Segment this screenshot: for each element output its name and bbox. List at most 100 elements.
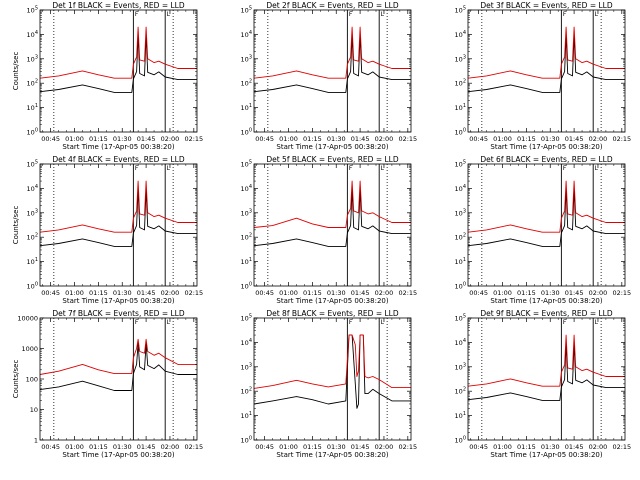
lld-series-line xyxy=(467,334,625,387)
x-tick-label: 01:00 xyxy=(493,135,512,143)
y-tick-label: 100 xyxy=(241,436,252,445)
x-tick-label: 01:15 xyxy=(89,289,108,297)
plot-frame xyxy=(39,163,198,287)
y-tick-label: 101 xyxy=(241,103,252,112)
x-tick-label: 00:45 xyxy=(41,289,60,297)
x-tick-label: 01:30 xyxy=(327,443,346,451)
x-axis-label: Start Time (17-Apr-05 00:38:20) xyxy=(276,297,388,305)
y-tick-label: 100 xyxy=(455,436,466,445)
x-tick-label: 02:00 xyxy=(589,443,608,451)
panel-title: Det 5f BLACK = Events, RED = LLD xyxy=(266,155,399,164)
x-axis-label: Start Time (17-Apr-05 00:38:20) xyxy=(490,143,602,151)
y-tick-label: 105 xyxy=(455,160,466,169)
x-tick-label: 02:00 xyxy=(161,289,180,297)
y-tick-label: 102 xyxy=(27,233,38,242)
x-tick-label: 02:15 xyxy=(398,135,417,143)
x-tick-label: 02:00 xyxy=(161,135,180,143)
x-tick-label: 01:30 xyxy=(113,289,132,297)
y-tick-label: 100 xyxy=(241,282,252,291)
events-series-line xyxy=(39,342,197,391)
x-tick-label: 01:45 xyxy=(351,135,370,143)
y-tick-label: 102 xyxy=(241,233,252,242)
y-tick-label: 102 xyxy=(455,79,466,88)
x-tick-label: 01:15 xyxy=(517,135,536,143)
time-marker-label: F xyxy=(563,165,567,172)
y-tick-label: 102 xyxy=(241,387,252,396)
y-tick-label: 101 xyxy=(27,257,38,266)
x-tick-label: 01:30 xyxy=(113,135,132,143)
lld-series-line xyxy=(39,26,197,79)
y-tick-label: 10 xyxy=(30,406,38,414)
x-axis-label: Start Time (17-Apr-05 00:38:20) xyxy=(276,143,388,151)
events-series-line xyxy=(253,189,411,247)
panel-title: Det 6f BLACK = Events, RED = LLD xyxy=(480,155,613,164)
x-tick-label: 01:45 xyxy=(565,443,584,451)
x-tick-label: 01:00 xyxy=(65,135,84,143)
time-marker-label: L xyxy=(595,165,599,172)
time-marker-label: L xyxy=(381,11,385,18)
x-tick-label: 01:30 xyxy=(541,289,560,297)
plot-frame xyxy=(39,9,198,133)
x-tick-label: 02:00 xyxy=(375,443,394,451)
x-tick-label: 01:45 xyxy=(351,443,370,451)
x-tick-label: 01:30 xyxy=(541,135,560,143)
lld-series-line xyxy=(253,26,411,79)
x-tick-label: 01:15 xyxy=(303,135,322,143)
x-tick-label: 02:00 xyxy=(375,135,394,143)
x-tick-label: 00:45 xyxy=(255,135,274,143)
x-tick-label: 02:00 xyxy=(589,135,608,143)
y-tick-label: 101 xyxy=(455,257,466,266)
x-tick-label: 01:45 xyxy=(351,289,370,297)
x-tick-label: 01:45 xyxy=(565,135,584,143)
y-tick-label: 105 xyxy=(27,6,38,15)
x-tick-label: 02:00 xyxy=(161,443,180,451)
y-tick-label: 103 xyxy=(27,208,38,217)
time-marker-label: L xyxy=(167,11,171,18)
time-marker-label: L xyxy=(167,319,171,326)
y-tick-label: 100 xyxy=(27,282,38,291)
panel-title: Det 4f BLACK = Events, RED = LLD xyxy=(52,155,185,164)
y-tick-label: 105 xyxy=(241,6,252,15)
x-tick-label: 01:00 xyxy=(65,443,84,451)
y-axis-label: Counts/sec xyxy=(12,206,20,245)
y-tick-label: 100 xyxy=(455,282,466,291)
y-tick-label: 103 xyxy=(241,208,252,217)
y-tick-label: 103 xyxy=(455,208,466,217)
y-tick-label: 103 xyxy=(241,54,252,63)
time-marker-label: L xyxy=(595,11,599,18)
time-marker-label: L xyxy=(381,319,385,326)
y-tick-label: 105 xyxy=(241,160,252,169)
panel-title: Det 9f BLACK = Events, RED = LLD xyxy=(480,309,613,318)
x-tick-label: 01:15 xyxy=(303,443,322,451)
lld-series-line xyxy=(467,26,625,79)
x-tick-label: 01:15 xyxy=(303,289,322,297)
x-axis-label: Start Time (17-Apr-05 00:38:20) xyxy=(62,451,174,459)
events-series-line xyxy=(467,35,625,93)
time-marker-label: L xyxy=(595,319,599,326)
y-tick-label: 105 xyxy=(455,314,466,323)
y-tick-label: 103 xyxy=(455,54,466,63)
time-marker-label: F xyxy=(135,319,139,326)
y-tick-label: 105 xyxy=(455,6,466,15)
x-tick-label: 01:45 xyxy=(137,443,156,451)
x-tick-label: 01:45 xyxy=(137,289,156,297)
y-tick-label: 105 xyxy=(241,314,252,323)
x-tick-label: 00:45 xyxy=(469,443,488,451)
x-tick-label: 02:15 xyxy=(184,443,203,451)
lld-series-line xyxy=(253,180,411,228)
plot-frame xyxy=(253,163,412,287)
time-marker-label: F xyxy=(563,319,567,326)
y-tick-label: 104 xyxy=(241,184,252,193)
y-tick-label: 103 xyxy=(27,54,38,63)
plot-frame xyxy=(253,9,412,133)
panel-title: Det 7f BLACK = Events, RED = LLD xyxy=(52,309,185,318)
x-tick-label: 01:30 xyxy=(327,135,346,143)
x-tick-label: 01:45 xyxy=(565,289,584,297)
events-series-line xyxy=(39,189,197,247)
x-tick-label: 01:15 xyxy=(517,289,536,297)
